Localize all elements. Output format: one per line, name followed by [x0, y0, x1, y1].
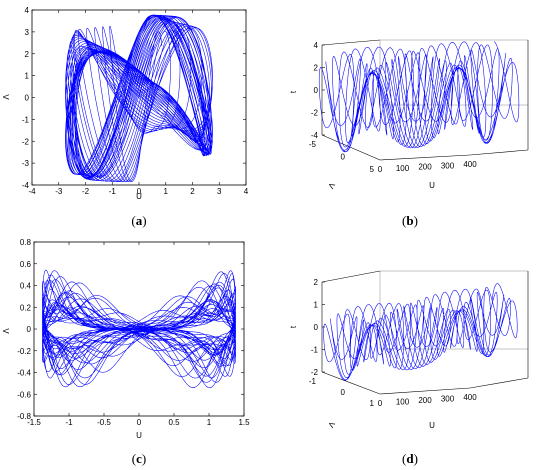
plot-a-xtick-label: 3 [217, 187, 222, 196]
plot-b-xtick-label: 100 [396, 164, 410, 173]
plot-c-ytick-label: 0.2 [20, 303, 32, 312]
plot-a-xtick-label: 0 [137, 187, 142, 196]
plot-c-ytick-label: 0.8 [20, 238, 32, 247]
plot-d-zlabel: t [289, 325, 298, 328]
trace-d [323, 283, 518, 381]
plot-b-xtick-label: 200 [418, 163, 432, 172]
plot-d-xtick-label: 0 [378, 399, 383, 408]
plot-d-xtick-label: 200 [418, 396, 432, 405]
plot-d-ytick-label: -1 [309, 377, 317, 386]
plot-b-ztick-label: 0 [314, 86, 319, 95]
plot-d-ztick-label: 1 [314, 301, 319, 310]
plot-b-ytick-label: -5 [309, 140, 317, 149]
plot-c-xtick-label: -0.5 [97, 418, 111, 427]
caption-b: (b) [402, 213, 418, 228]
plot-d-ztick-label: -2 [311, 368, 319, 377]
plot-b-ylabel: Λ [327, 181, 338, 191]
plot-a-xtick-label: 2 [190, 187, 195, 196]
plot-a-xtick-label: 1 [164, 187, 169, 196]
plot-a-ytick-label: 1 [25, 72, 30, 81]
plot-b-ztick-label: 2 [314, 64, 319, 73]
plot-c-xtick-label: 0 [137, 418, 142, 427]
plot-b-xlabel: U [429, 181, 435, 190]
trace-a [65, 14, 213, 182]
plot-a-xtick-label: -3 [55, 187, 63, 196]
plot-a-ytick-label: 0 [25, 94, 30, 103]
plot-d-ytick-label: 0 [341, 388, 346, 397]
plot-a-ytick-label: -3 [22, 159, 30, 168]
caption-a: (a) [131, 213, 146, 228]
plot-c-xlabel: U [136, 431, 142, 440]
plot-a-xlabel: U [136, 192, 142, 201]
plot-c-ytick-label: -0.8 [17, 412, 31, 421]
plot-c-ylabel: Λ [2, 328, 11, 334]
plot-c-ytick-label: 0 [27, 325, 32, 334]
plot-d-ylabel: Λ [327, 420, 338, 430]
caption-c: (c) [132, 451, 146, 466]
plot-a-ytick-label: -1 [22, 115, 30, 124]
plot-c-xtick-label: -1.5 [27, 418, 41, 427]
plot-d-ytick-label: 1 [370, 399, 375, 408]
plot-d-xtick-label: 300 [441, 395, 455, 404]
plot-d-ztick-label: 0 [314, 323, 319, 332]
plot-b-xtick-label: 400 [463, 160, 477, 169]
plot-b-ztick-label: -4 [311, 131, 319, 140]
plot-a-xtick-label: -1 [109, 187, 117, 196]
plot-a-xtick-label: -2 [82, 187, 90, 196]
plot-d-ztick-label: 2 [314, 278, 319, 287]
plot-c-ytick-label: -0.6 [17, 390, 31, 399]
panel-c: -1.5 -1 -0.5 0 0.5 1 1.5 -0.8 -0.6 -0.4 -0.2 0 0.2 0.… [2, 238, 250, 440]
ticks-a: -4 -3 -2 -1 0 1 2 3 4 -4 -3 -2 -1 0 1 2 3 4 [22, 6, 249, 196]
plot-b-xtick-label: 300 [441, 161, 455, 170]
plot-d-box [321, 270, 529, 395]
plot-c-ytick-label: -0.2 [17, 347, 31, 356]
ticks-c: -1.5 -1 -0.5 0 0.5 1 1.5 -0.8 -0.6 -0.4 -0.2 0 0.2 0.… [17, 238, 250, 427]
plot-b-ytick-label: 5 [370, 165, 375, 174]
plot-a-ytick-label: 2 [25, 50, 30, 59]
plot-b-zlabel: t [289, 90, 298, 93]
plot-a-ytick-label: 4 [25, 6, 30, 15]
plot-d-xlabel: U [429, 421, 435, 430]
caption-d: (d) [402, 451, 418, 466]
plot-a-ytick-label: 3 [25, 28, 30, 37]
plot-b-ztick-label: 4 [314, 41, 319, 50]
plot-d-ztick-label: -1 [311, 346, 319, 355]
trace-b [318, 41, 520, 153]
plot-c-xtick-label: 1.5 [238, 418, 250, 427]
panel-a: -4 -3 -2 -1 0 1 2 3 4 -4 -3 -2 -1 0 1 2 3 4 U Λ [2, 6, 249, 201]
trace-c [42, 269, 236, 389]
plot-c-ytick-label: -0.4 [17, 369, 31, 378]
plot-a-ytick-label: -2 [22, 137, 30, 146]
plot-a-xtick-label: 4 [244, 187, 249, 196]
plot-a-ylabel: Λ [2, 94, 11, 100]
plot-a-ytick-label: -4 [22, 181, 30, 190]
plot-b-xtick-label: 0 [378, 165, 383, 174]
plot-c-xtick-label: 1 [207, 418, 212, 427]
plot-b-ztick-label: -2 [311, 109, 319, 118]
plot-c-ytick-label: 0.4 [20, 282, 32, 291]
plot-b-ytick-label: 0 [341, 153, 346, 162]
plot-d-xtick-label: 100 [396, 398, 410, 407]
plot-d-xtick-label: 400 [463, 393, 477, 402]
plot-c-xtick-label: -1 [65, 418, 73, 427]
plot-c-ytick-label: 0.6 [20, 260, 32, 269]
plot-a-xtick-label: -4 [28, 187, 36, 196]
plot-c-xtick-label: 0.5 [168, 418, 180, 427]
